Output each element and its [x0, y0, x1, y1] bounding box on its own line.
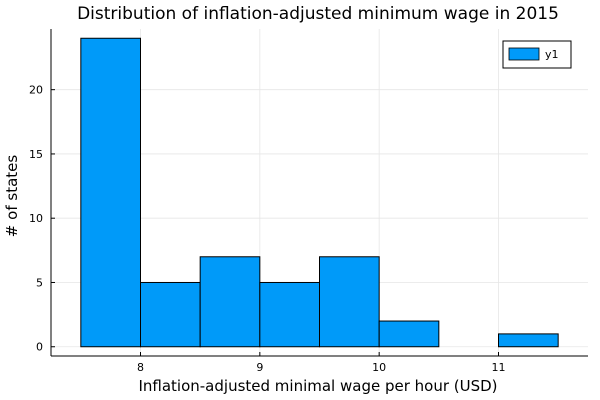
histogram-bar: [378, 320, 440, 348]
y-tick-label: 0: [36, 341, 43, 354]
legend-swatch: [508, 47, 540, 61]
x-axis-label: Inflation-adjusted minimal wage per hour…: [138, 377, 497, 395]
bars-layer: [80, 37, 559, 348]
y-tick-label: 20: [29, 84, 43, 97]
x-tick-label: 9: [256, 361, 263, 374]
histogram-bar: [319, 256, 380, 348]
x-tick-label: 10: [372, 361, 386, 374]
histogram-bar: [259, 281, 321, 348]
y-tick-label: 15: [29, 148, 43, 161]
x-tick-label: 8: [137, 361, 144, 374]
histogram-bar: [80, 37, 142, 348]
legend-label: y1: [545, 48, 559, 61]
y-tick-label: 10: [29, 212, 43, 225]
chart-title: Distribution of inflation-adjusted minim…: [77, 4, 559, 24]
histogram-bar: [140, 281, 201, 348]
x-tick-label: 11: [492, 361, 506, 374]
legend: y1: [502, 40, 572, 69]
y-tick-label: 5: [36, 276, 43, 289]
histogram-bar: [199, 256, 261, 348]
ticks-layer: 8 9 10 11 0 5 10 15 20: [29, 84, 506, 374]
histogram-bar: [498, 333, 559, 348]
y-axis-label: # of states: [3, 155, 21, 238]
